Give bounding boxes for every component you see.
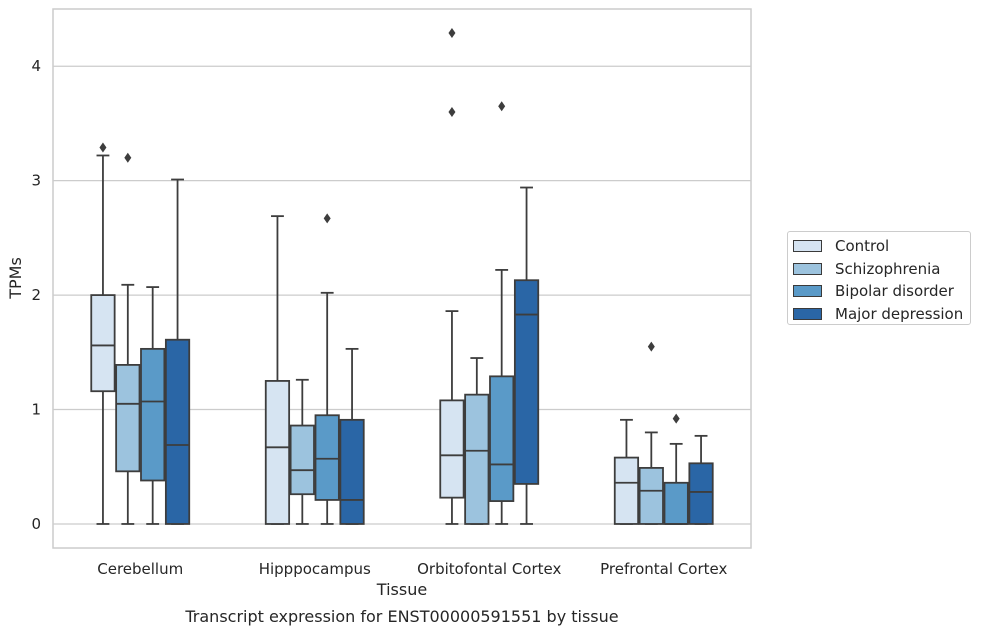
plot-area-frame	[52, 8, 752, 549]
outlier-point	[448, 28, 456, 39]
box-iqr	[439, 399, 465, 499]
y-axis-label: TPMs	[6, 257, 25, 300]
box-iqr	[663, 481, 689, 525]
box-iqr	[140, 347, 166, 482]
x-tick-label: Prefrontal Cortex	[600, 560, 727, 578]
box-control	[613, 418, 640, 525]
outlier-point	[672, 413, 680, 424]
box-iqr	[115, 364, 141, 473]
legend: Control Schizophrenia Bipolar disorder Majo…	[787, 231, 971, 325]
box-iqr	[464, 393, 490, 525]
box-control	[90, 142, 116, 525]
legend-swatch	[793, 240, 822, 253]
box-iqr	[513, 279, 540, 485]
legend-item: Bipolar disorder	[793, 280, 970, 303]
x-tick-label: Cerebellum	[97, 560, 183, 578]
box-schizophrenia	[115, 152, 141, 525]
legend-label: Bipolar disorder	[835, 282, 954, 301]
legend-swatch	[793, 307, 822, 320]
box-iqr	[638, 466, 664, 525]
box-iqr	[339, 418, 365, 525]
box-schizophrenia	[638, 341, 664, 525]
box-iqr	[90, 294, 116, 393]
y-tick-label: 0	[31, 515, 41, 533]
y-tick-label: 3	[31, 172, 41, 190]
box-major-depression	[164, 178, 191, 525]
legend-label: Control	[835, 237, 890, 256]
box-bipolar-disorder	[489, 101, 515, 525]
outlier-point	[99, 142, 107, 153]
y-tick-label: 2	[31, 286, 41, 304]
x-tick-label: Orbitofontal Cortex	[417, 560, 561, 578]
boxes	[90, 28, 714, 525]
legend-label: Major depression	[835, 304, 964, 323]
box-iqr	[289, 424, 315, 496]
x-tick-label: Hipppocampus	[259, 560, 371, 578]
legend-item: Control	[793, 235, 970, 258]
outlier-point	[448, 106, 456, 117]
box-control	[439, 28, 465, 525]
x-tick-labels: Cerebellum Hipppocampus Orbitofontal Corte…	[97, 560, 727, 578]
box-major-depression	[513, 186, 540, 525]
box-bipolar-disorder	[663, 413, 689, 525]
box-bipolar-disorder	[314, 213, 340, 525]
outlier-point	[647, 341, 655, 352]
box-schizophrenia	[464, 357, 490, 525]
box-iqr	[489, 375, 515, 502]
box-control	[264, 215, 291, 525]
box-iqr	[688, 462, 714, 525]
y-tick-label: 4	[31, 57, 41, 75]
box-major-depression	[339, 347, 365, 525]
legend-item: Major depression	[793, 303, 970, 326]
box-iqr	[264, 380, 291, 525]
box-iqr	[613, 456, 640, 525]
legend-label: Schizophrenia	[835, 259, 941, 278]
outlier-point	[323, 213, 331, 224]
chart-caption: Transcript expression for ENST0000059155…	[184, 607, 618, 626]
box-schizophrenia	[289, 378, 315, 525]
box-major-depression	[688, 434, 714, 525]
box-bipolar-disorder	[140, 286, 166, 525]
box-iqr	[314, 414, 340, 501]
box-iqr	[164, 338, 191, 525]
legend-swatch	[793, 285, 822, 298]
outlier-point	[124, 152, 132, 163]
legend-swatch	[793, 262, 822, 275]
outlier-point	[498, 101, 506, 112]
y-tick-label: 1	[31, 401, 41, 419]
y-tick-labels: 0 1 2 3 4	[31, 57, 41, 533]
x-axis-label: Tissue	[376, 580, 427, 599]
legend-item: Schizophrenia	[793, 258, 970, 281]
